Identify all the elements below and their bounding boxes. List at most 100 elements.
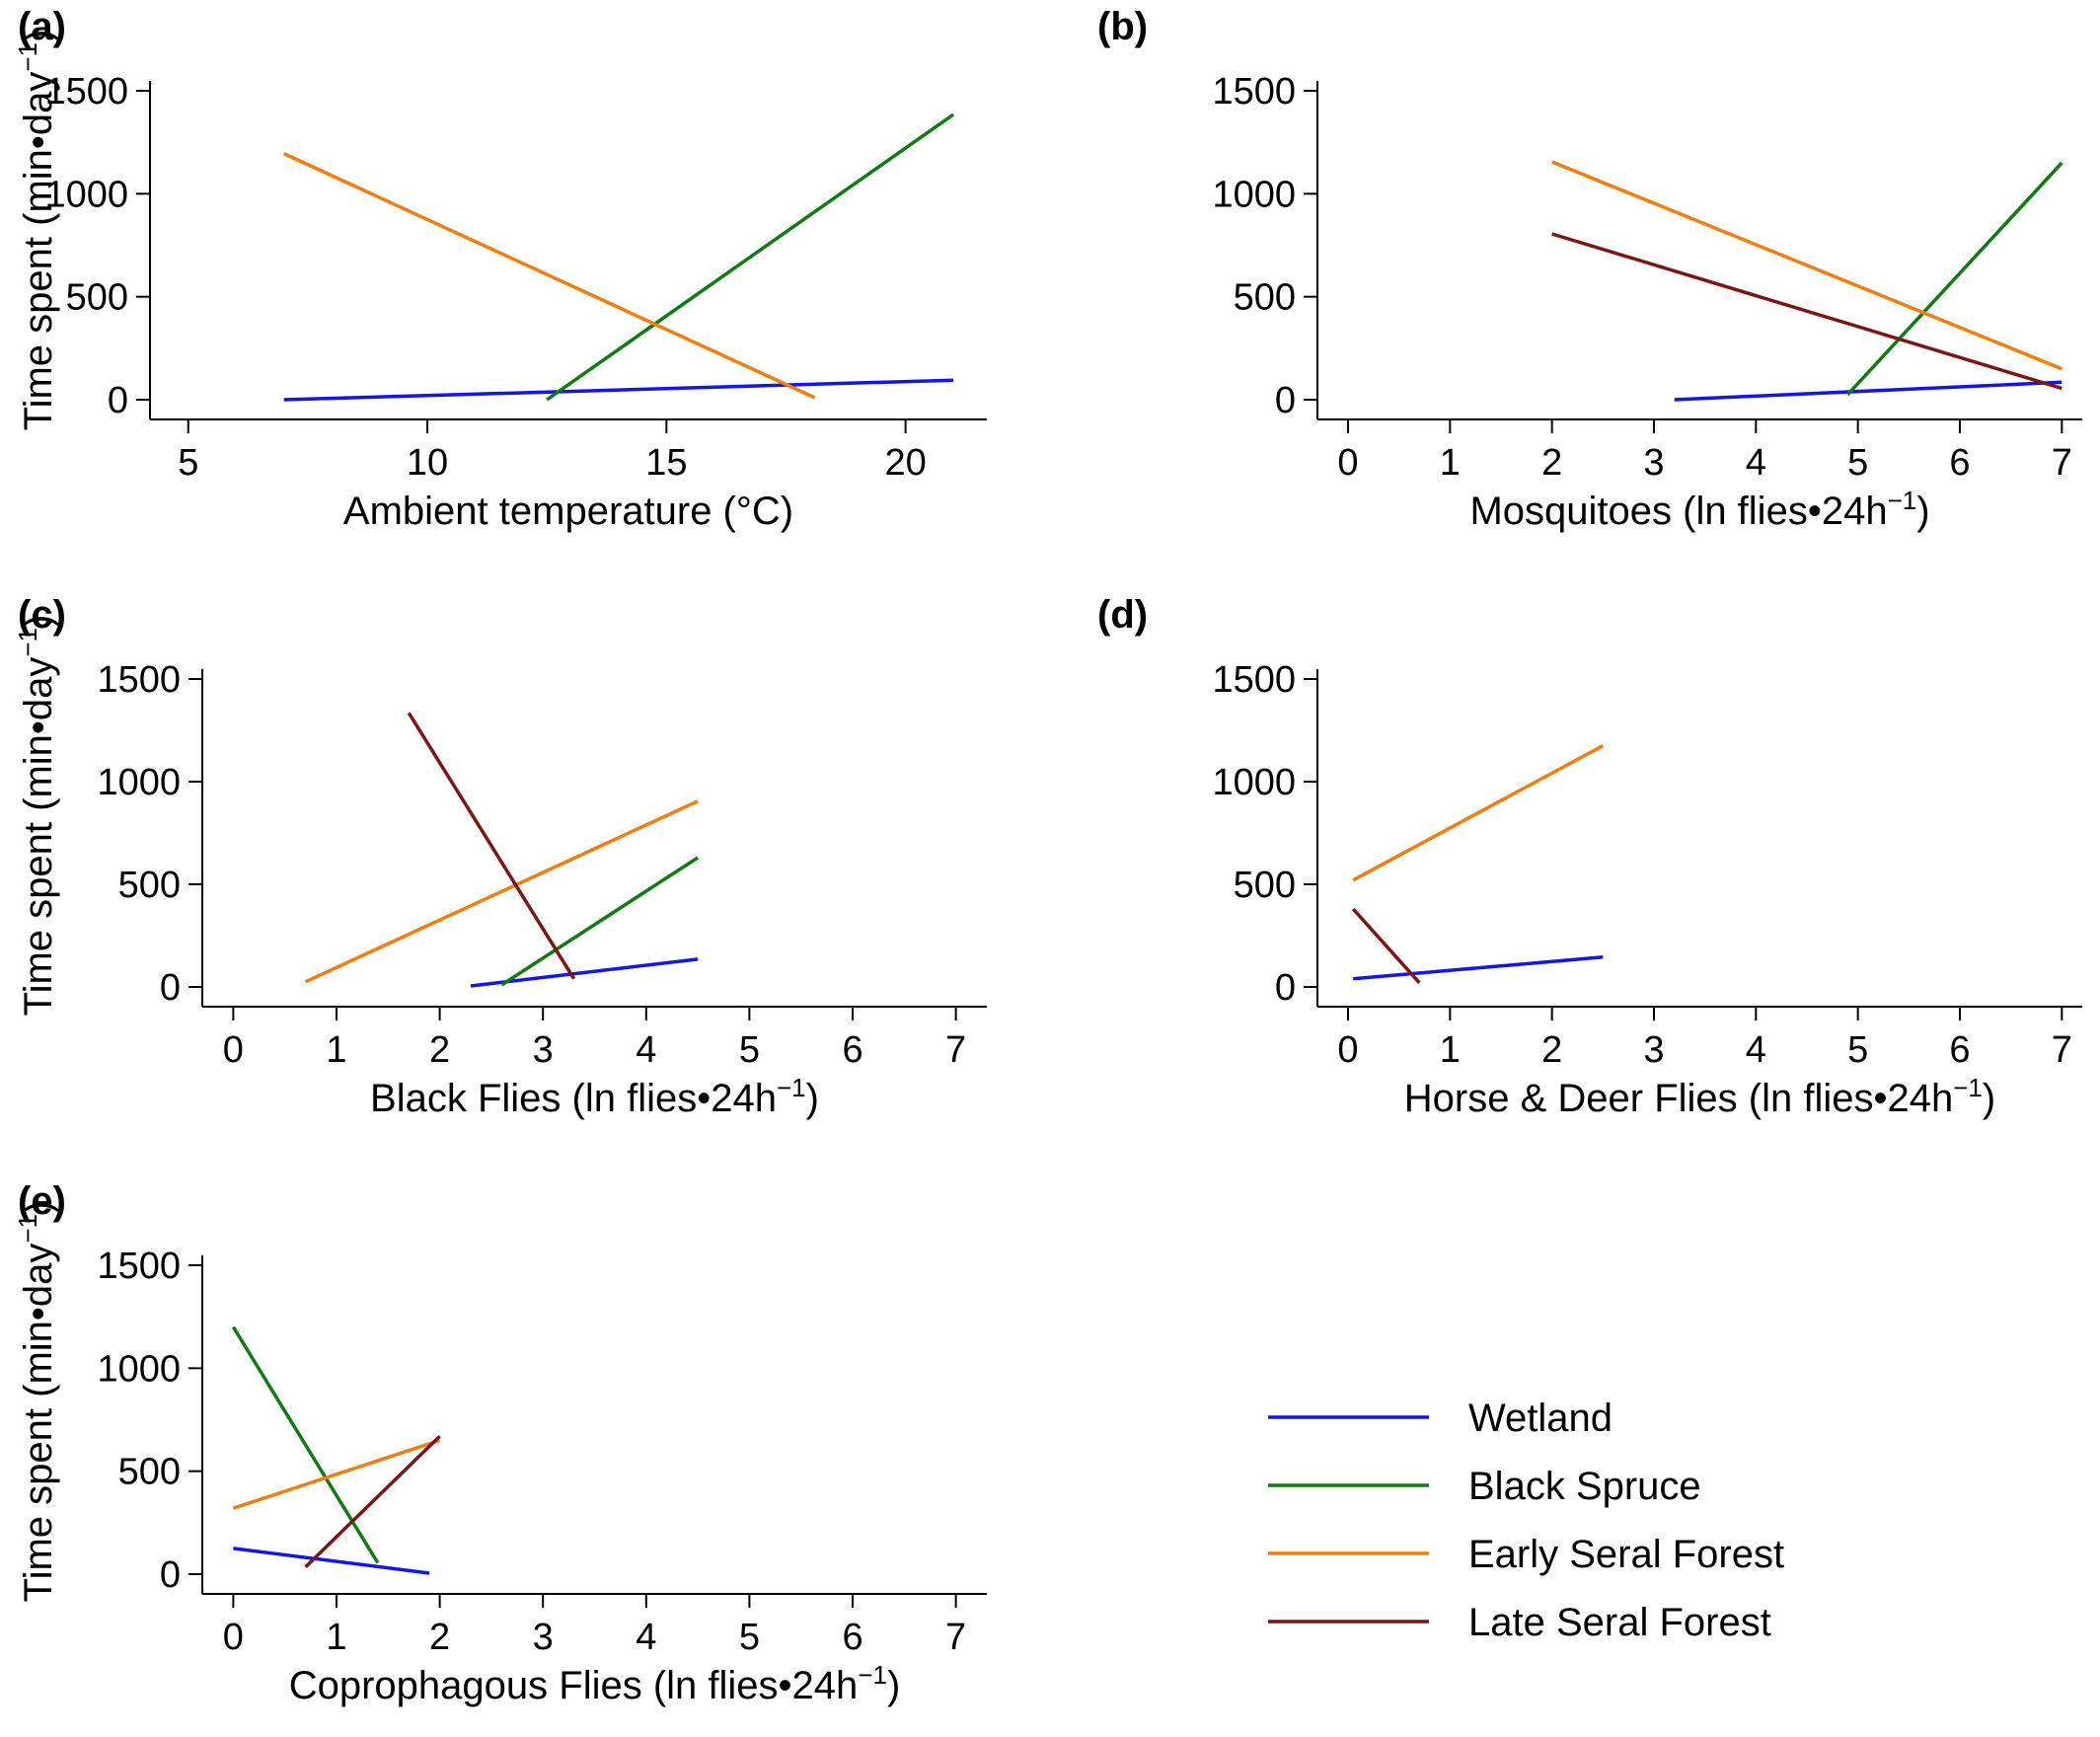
y-tick-label: 500 (1234, 277, 1296, 319)
series-line-early-seral-forest (304, 799, 699, 984)
y-tick-label: 0 (1275, 380, 1296, 421)
series-line-late-seral-forest (1551, 232, 2062, 391)
x-tick-label: 2 (429, 1617, 450, 1658)
series-line-wetland (1674, 380, 2062, 402)
x-tick-label: 2 (429, 1029, 450, 1071)
x-axis-title: Mosquitoes (ln flies•24h−1) (1469, 486, 1929, 533)
panel-label: (a) (18, 5, 66, 48)
x-tick-label: 4 (1746, 442, 1766, 484)
x-tick-label: 1 (1440, 442, 1461, 484)
x-tick-label: 2 (1541, 442, 1562, 484)
x-tick-label: 4 (1746, 1029, 1766, 1071)
x-tick-label: 2 (1541, 1029, 1562, 1071)
legend-label: Black Spruce (1468, 1465, 1701, 1508)
x-tick-label: 5 (739, 1617, 760, 1658)
x-tick-label: 6 (842, 1029, 862, 1071)
x-tick-label: 7 (2052, 442, 2072, 484)
x-tick-label: 0 (223, 1617, 244, 1658)
x-tick-label: 0 (223, 1029, 244, 1071)
panel-a: (a) 0 500 1000 1500 5 10 15 20 Ambient temperatur… (13, 5, 987, 533)
panel-c: (c) 0 500 1000 1500 0 1 2 3 4 5 6 7 Black Flies (ln f… (13, 593, 987, 1120)
x-tick-label: 3 (533, 1029, 554, 1071)
series-line-early-seral-forest (232, 1438, 441, 1510)
x-tick-label: 7 (945, 1029, 966, 1071)
legend-item: Late Seral Forest (1268, 1601, 1771, 1644)
series-line-late-seral-forest (304, 1434, 441, 1568)
y-tick-label: 1500 (97, 1246, 181, 1287)
y-tick-label: 0 (1275, 967, 1296, 1009)
panel-label: (c) (18, 593, 66, 637)
y-tick-label: 1500 (97, 659, 181, 701)
x-tick-label: 5 (1847, 442, 1868, 484)
legend-label: Wetland (1468, 1397, 1612, 1440)
y-tick-label: 1000 (1212, 174, 1296, 215)
y-tick-label: 1000 (1212, 762, 1296, 803)
x-tick-label: 15 (645, 442, 687, 484)
x-tick-label: 4 (636, 1029, 656, 1071)
series-line-black-spruce (500, 856, 700, 987)
series-line-early-seral-forest (282, 152, 816, 400)
legend-item: Wetland (1268, 1397, 1612, 1440)
series-line-early-seral-forest (1352, 744, 1605, 882)
x-tick-label: 3 (1643, 1029, 1664, 1071)
y-tick-label: 0 (160, 1554, 181, 1596)
panel-b: (b) 0 500 1000 1500 0 1 2 3 4 5 6 7 Mosquitoes (ln fl… (1097, 5, 2082, 533)
x-tick-label: 6 (1949, 442, 1970, 484)
x-axis-title: Black Flies (ln flies•24h−1) (370, 1073, 819, 1120)
series-line-wetland (233, 1547, 430, 1575)
legend-label: Late Seral Forest (1468, 1601, 1771, 1644)
x-tick-label: 10 (407, 442, 448, 484)
y-axis-title: Time spent (min•day−1) (13, 615, 60, 1017)
legend-item: Early Seral Forest (1268, 1533, 1784, 1576)
x-tick-label: 20 (884, 442, 926, 484)
series-line-early-seral-forest (1551, 160, 2062, 371)
x-axis-title: Coprophagous Flies (ln flies•24h−1) (289, 1660, 901, 1707)
series-line-wetland (283, 378, 954, 402)
series-line-black-spruce (1846, 161, 2063, 396)
x-tick-label: 5 (1847, 1029, 1868, 1071)
x-tick-label: 3 (1643, 442, 1664, 484)
x-axis-title: Ambient temperature (°C) (343, 490, 793, 533)
panel-e: (e) 0 500 1000 1500 0 1 2 3 4 5 6 7 Coprophagous Flie… (13, 1179, 987, 1707)
series-line-late-seral-forest (407, 712, 576, 980)
panel-d: (d) 0 500 1000 1500 0 1 2 3 4 5 6 7 Horse & Deer Flie… (1097, 593, 2082, 1120)
legend-item: Black Spruce (1268, 1465, 1701, 1508)
y-tick-label: 1500 (44, 71, 128, 113)
x-axis-title: Horse & Deer Flies (ln flies•24h−1) (1404, 1073, 1995, 1120)
y-tick-label: 1500 (1212, 71, 1296, 113)
y-tick-label: 1500 (1212, 659, 1296, 701)
panel-label: (b) (1097, 5, 1148, 48)
x-tick-label: 4 (636, 1617, 656, 1658)
y-tick-label: 1000 (44, 174, 128, 215)
legend-label: Early Seral Forest (1468, 1533, 1784, 1576)
y-tick-label: 500 (118, 1452, 181, 1493)
x-tick-label: 5 (739, 1029, 760, 1071)
y-tick-label: 500 (66, 277, 128, 319)
x-tick-label: 1 (326, 1617, 346, 1658)
x-tick-label: 1 (326, 1029, 346, 1071)
y-axis-title: Time spent (min•day−1) (13, 30, 60, 431)
x-tick-label: 0 (1337, 1029, 1358, 1071)
y-axis-title: Time spent (min•day−1) (13, 1201, 60, 1603)
x-tick-label: 1 (1440, 1029, 1461, 1071)
series-line-late-seral-forest (1351, 907, 1421, 984)
y-tick-label: 1000 (97, 1348, 181, 1390)
x-tick-label: 7 (2052, 1029, 2072, 1071)
y-tick-label: 0 (108, 380, 128, 421)
y-tick-label: 500 (1234, 865, 1296, 906)
legend: Wetland Black Spruce Early Seral Forest Lat… (1268, 1397, 1784, 1644)
y-tick-label: 1000 (97, 762, 181, 803)
series-line-black-spruce (546, 113, 955, 402)
x-tick-label: 3 (533, 1617, 554, 1658)
panel-label: (d) (1097, 593, 1148, 637)
y-tick-label: 0 (160, 967, 181, 1009)
panel-label: (e) (18, 1179, 66, 1223)
y-tick-label: 500 (118, 865, 181, 906)
x-tick-label: 7 (945, 1617, 966, 1658)
x-tick-label: 0 (1337, 442, 1358, 484)
x-tick-label: 6 (1949, 1029, 1970, 1071)
x-tick-label: 6 (842, 1617, 862, 1658)
x-tick-label: 5 (178, 442, 198, 484)
